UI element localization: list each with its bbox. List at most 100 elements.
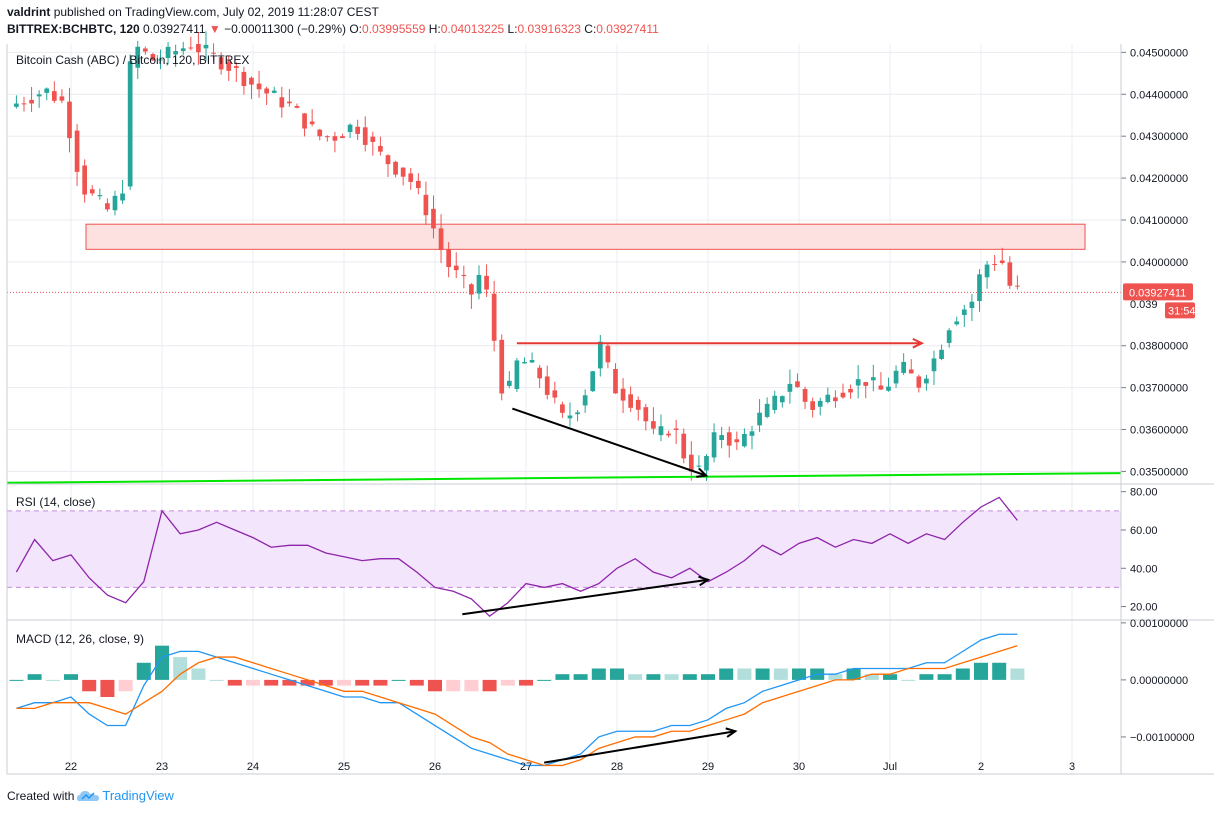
macd-histogram-bar xyxy=(482,679,497,692)
tradingview-brand: TradingView xyxy=(102,788,174,803)
candle-body xyxy=(613,368,618,394)
price-tick-label: 0.04400000 xyxy=(1130,89,1188,101)
symbol-label[interactable]: BITTREX:BCHBTC, 120 xyxy=(7,22,140,36)
candle-body xyxy=(226,61,232,71)
macd-histogram-bar xyxy=(500,679,515,686)
macd-histogram-bar xyxy=(82,679,97,692)
x-tick-label: 30 xyxy=(793,761,805,773)
candle-body xyxy=(506,380,512,386)
macd-histogram-bar xyxy=(537,679,552,681)
candle-body xyxy=(878,385,884,390)
candle-body xyxy=(332,136,338,141)
candle-body xyxy=(423,194,429,216)
macd-histogram-bar xyxy=(792,668,806,680)
candle-body xyxy=(924,378,929,384)
grid xyxy=(7,44,1121,774)
macd-histogram-bar xyxy=(519,679,533,686)
lower-lows-arrow xyxy=(512,407,709,478)
macd-histogram-bar xyxy=(464,679,479,692)
candle-body xyxy=(476,274,482,294)
author-name[interactable]: valdrint xyxy=(7,5,51,19)
macd-histogram-bar xyxy=(373,679,388,686)
macd-histogram-bar xyxy=(45,679,60,681)
candle-body xyxy=(567,415,573,419)
tradingview-logo[interactable]: TradingView xyxy=(77,788,174,803)
rsi-tick-label: 20.00 xyxy=(1130,602,1158,614)
candle-body xyxy=(749,431,755,436)
candle-body xyxy=(158,59,163,61)
arrow-head-icon xyxy=(725,727,738,738)
candle-body xyxy=(795,381,800,388)
macd-divergence-arrow-shaft xyxy=(544,730,736,764)
rsi-divergence-arrow-shaft xyxy=(462,578,709,616)
macd-histogram-bar xyxy=(591,668,606,680)
candle-body xyxy=(484,275,489,290)
candle-body xyxy=(734,439,740,443)
macd-histogram-bar xyxy=(846,668,861,680)
publish-line: valdrint published on TradingView.com, J… xyxy=(7,5,379,19)
candle-body xyxy=(408,173,414,182)
rsi-pane[interactable] xyxy=(7,496,1121,618)
macd-histogram-bar xyxy=(573,674,588,680)
price-pane[interactable] xyxy=(6,31,1122,484)
macd-histogram-bar xyxy=(27,674,42,680)
candle-body xyxy=(324,136,330,138)
price-tick-label: 0.04200000 xyxy=(1130,173,1188,185)
candle-body xyxy=(742,433,747,447)
x-tick-label: 2 xyxy=(978,761,984,773)
countdown-tag-text: 31:54 xyxy=(1168,305,1196,317)
candle-body xyxy=(120,193,125,201)
macd-histogram-bar xyxy=(773,668,788,680)
candle-body xyxy=(165,46,171,58)
candle-body xyxy=(127,61,133,187)
candle-body xyxy=(29,99,34,104)
macd-histogram-bar xyxy=(992,662,1007,680)
candle-body xyxy=(931,358,937,372)
macd-histogram-bar xyxy=(755,668,770,680)
macd-histogram-bar xyxy=(719,668,734,680)
x-tick-label: 3 xyxy=(1069,761,1075,773)
candle-body xyxy=(855,379,861,386)
macd-histogram-bar xyxy=(173,657,188,680)
candle-body xyxy=(309,121,315,125)
candle-body xyxy=(597,341,603,369)
x-tick-label: 29 xyxy=(702,761,714,773)
macd-histogram-bar xyxy=(337,679,351,686)
candle-body xyxy=(984,264,990,278)
support-line xyxy=(6,472,1122,484)
x-tick-label: 23 xyxy=(156,761,168,773)
macd-histogram-bar xyxy=(883,674,897,680)
candle-body xyxy=(438,228,444,251)
price-tick-label: 0.04000000 xyxy=(1130,257,1188,269)
created-with-text: Created with xyxy=(7,788,75,803)
candle-body xyxy=(249,77,254,85)
x-tick-label: Jul xyxy=(883,761,897,773)
close-label: C: xyxy=(584,22,597,36)
macd-pane[interactable] xyxy=(9,633,1025,767)
candle-body xyxy=(939,349,944,359)
last-price-tag xyxy=(1123,283,1193,301)
price-tick-label: 0.04500000 xyxy=(1130,47,1188,59)
macd-histogram-bar xyxy=(919,674,934,680)
rsi-divergence-arrow xyxy=(462,575,711,616)
lower-lows-arrow-shaft xyxy=(512,407,707,477)
candle-body xyxy=(135,46,141,68)
macd-histogram-bar xyxy=(9,679,24,681)
candle-body xyxy=(105,203,110,210)
rsi-band xyxy=(7,510,1121,588)
macd-histogram-bar xyxy=(409,679,424,686)
macd-histogram-bar xyxy=(646,674,661,680)
macd-tick-label: 0.00100000 xyxy=(1130,618,1188,630)
candle-body xyxy=(681,433,687,459)
open-label: O: xyxy=(349,22,363,36)
candle-body xyxy=(393,161,398,175)
candle-body xyxy=(711,432,717,458)
candle-body xyxy=(969,301,975,308)
countdown-tag xyxy=(1165,302,1195,319)
candle-body xyxy=(635,399,641,410)
candle-body xyxy=(67,101,72,139)
candle-body xyxy=(977,274,982,302)
candle-body xyxy=(643,407,649,422)
macd-histogram-bar xyxy=(610,668,624,680)
